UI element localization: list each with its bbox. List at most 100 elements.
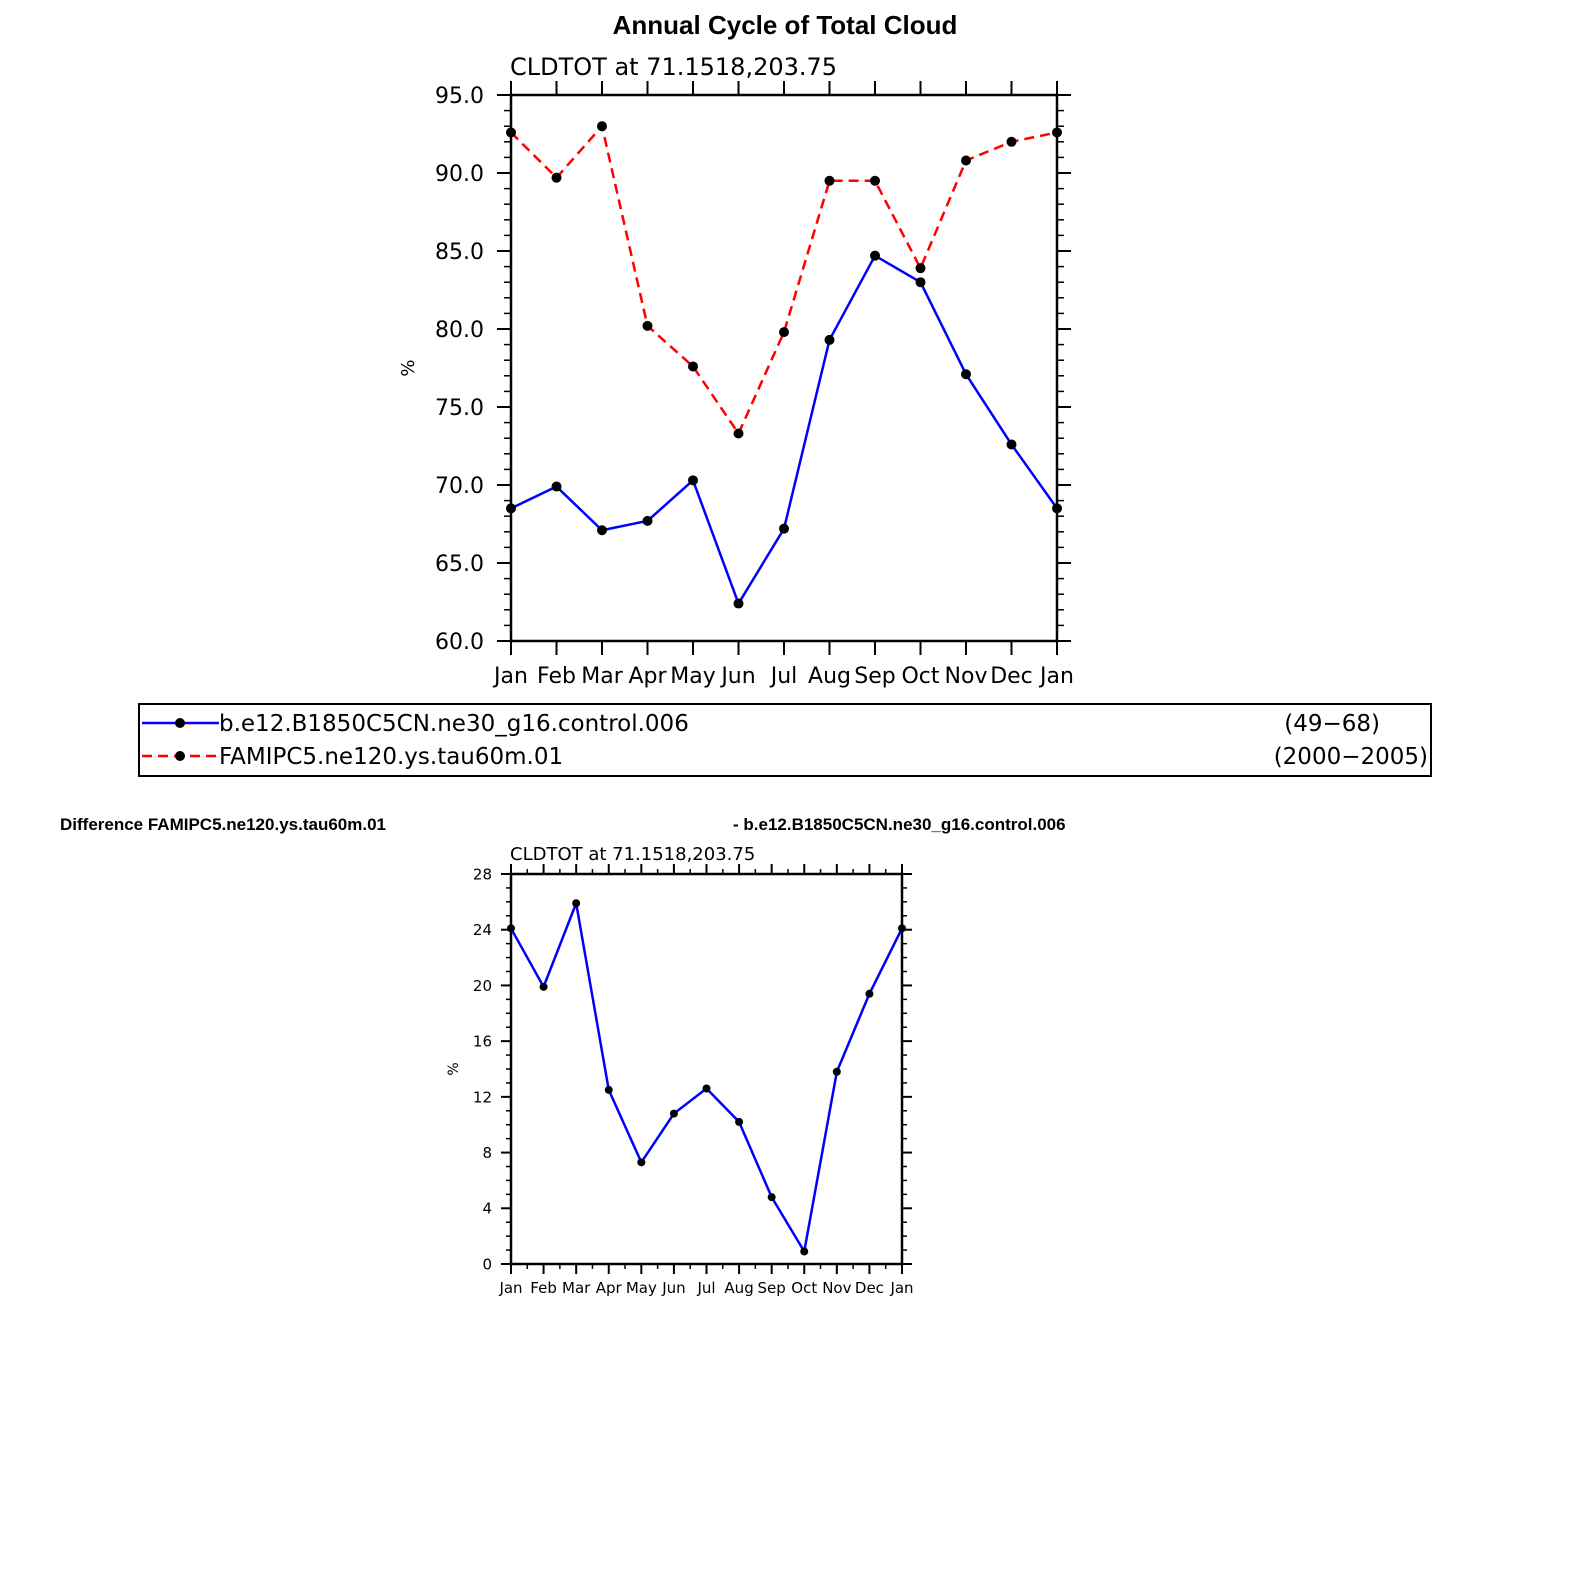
y-tick-label: 80.0 <box>435 318 484 343</box>
series-0-point <box>735 1117 744 1126</box>
y-tick-label: 60.0 <box>435 630 484 655</box>
y-tick-label: 90.0 <box>435 162 484 187</box>
legend: b.e12.B1850C5CN.ne30_g16.control.006 (49… <box>138 703 1432 777</box>
x-tick-label: Sep <box>854 664 895 689</box>
series-0-point <box>688 475 698 486</box>
top-chart: CLDTOT at 71.1518,203.75% 60.0 65.0 70.0 75.… <box>398 53 1074 689</box>
legend-box <box>138 703 1432 777</box>
x-tick-label: Dec <box>990 664 1033 689</box>
series-0-point <box>507 924 515 933</box>
legend-label-1: FAMIPC5.ne120.ys.tau60m.01 <box>219 744 563 770</box>
series-1-point <box>961 155 971 166</box>
y-tick-label: 0 <box>482 1255 492 1273</box>
series-0-point <box>506 503 516 514</box>
series-1-point <box>870 175 880 186</box>
plot-frame <box>509 872 904 1266</box>
series-0-point <box>604 1085 613 1094</box>
x-tick-label: Jun <box>719 664 755 689</box>
series-0-point <box>637 1158 646 1167</box>
y-tick-label: 65.0 <box>435 552 484 577</box>
series-0-point <box>915 277 926 288</box>
series-0-point <box>702 1084 711 1093</box>
x-tick-label: May <box>626 1279 657 1297</box>
series-0-point <box>824 334 835 345</box>
series-0-point <box>800 1247 809 1256</box>
x-tick-label: May <box>670 664 715 689</box>
series-1-point <box>733 428 744 439</box>
y-tick-label: 75.0 <box>435 396 484 421</box>
x-tick-label: Apr <box>596 1279 623 1297</box>
x-tick-label: Jun <box>661 1279 685 1297</box>
y-tick-label: 85.0 <box>435 240 484 265</box>
legend-years-0: (49−68) <box>1284 711 1380 737</box>
series-0-point <box>642 515 653 526</box>
series-0-point <box>597 525 607 536</box>
legend-marker-1 <box>175 751 185 761</box>
y-axis-label: % <box>398 359 419 376</box>
series-0-point <box>865 989 874 998</box>
x-tick-label: Feb <box>530 1279 557 1297</box>
series-0-point <box>832 1067 841 1076</box>
series-0-point <box>669 1109 678 1118</box>
series-1-point <box>506 127 516 138</box>
series-line-0 <box>509 902 904 1253</box>
series-0-point <box>1006 439 1017 450</box>
series-0-point <box>779 523 789 534</box>
y-tick-label: 4 <box>482 1200 492 1218</box>
legend-marker-0 <box>175 718 185 728</box>
x-tick-label: Jan <box>498 1279 522 1297</box>
y-tick-label: 8 <box>482 1144 492 1162</box>
series-0-point <box>551 481 562 492</box>
x-tick-label: Mar <box>562 1279 591 1297</box>
series-1-point <box>1052 127 1062 138</box>
series-1-point <box>824 175 835 186</box>
x-tick-label: Aug <box>808 664 851 689</box>
x-tick-label: Mar <box>581 664 623 689</box>
series-0-point <box>898 924 906 933</box>
y-tick-label: 20 <box>473 977 492 995</box>
legend-label-0: b.e12.B1850C5CN.ne30_g16.control.006 <box>219 711 689 737</box>
diff-title-left: Difference FAMIPC5.ne120.ys.tau60m.01 <box>60 815 386 834</box>
y-axis-label: % <box>446 1062 462 1075</box>
series-1-point <box>597 121 607 132</box>
series-1-point <box>915 263 926 274</box>
series-0-point <box>572 899 581 908</box>
series-0-point <box>961 369 971 380</box>
series-1-point <box>779 327 789 338</box>
legend-years-1: (2000−2005) <box>1274 744 1428 770</box>
x-tick-label: Sep <box>758 1279 786 1297</box>
x-tick-label: Apr <box>628 664 667 689</box>
series-0-point <box>733 598 744 609</box>
series-1-point <box>688 361 698 372</box>
x-tick-label: Jul <box>696 1279 715 1297</box>
series-1-point <box>642 320 653 331</box>
x-tick-label: Jul <box>769 664 798 689</box>
y-tick-label: 95.0 <box>435 84 484 109</box>
x-tick-label: Oct <box>791 1279 817 1297</box>
series-line-0 <box>510 254 1059 605</box>
series-0-point <box>539 982 548 991</box>
x-tick-label: Dec <box>855 1279 884 1297</box>
series-0-point <box>1052 503 1062 514</box>
y-tick-label: 28 <box>473 865 492 883</box>
x-tick-label: Feb <box>537 664 576 689</box>
x-tick-label: Jan <box>1038 664 1074 689</box>
chart-subtitle: CLDTOT at 71.1518,203.75 <box>510 53 837 81</box>
y-tick-label: 16 <box>473 1033 492 1051</box>
y-tick-label: 24 <box>473 921 492 939</box>
x-tick-label: Jan <box>889 1279 913 1297</box>
x-tick-label: Nov <box>822 1279 851 1297</box>
chart-subtitle: CLDTOT at 71.1518,203.75 <box>510 844 755 865</box>
series-1-point <box>1006 136 1017 147</box>
diff-title-right: - b.e12.B1850C5CN.ne30_g16.control.006 <box>733 815 1066 834</box>
main-title: Annual Cycle of Total Cloud <box>613 10 958 40</box>
series-0-point <box>870 250 880 261</box>
x-tick-label: Nov <box>945 664 988 689</box>
x-tick-label: Jan <box>492 664 528 689</box>
y-tick-label: 12 <box>473 1088 492 1106</box>
y-tick-label: 70.0 <box>435 474 484 499</box>
plot-frame <box>509 93 1059 643</box>
x-tick-label: Oct <box>901 664 939 689</box>
difference-chart: CLDTOT at 71.1518,203.75% 0 4 8 12 16 20 24 28 Ja… <box>446 844 914 1297</box>
